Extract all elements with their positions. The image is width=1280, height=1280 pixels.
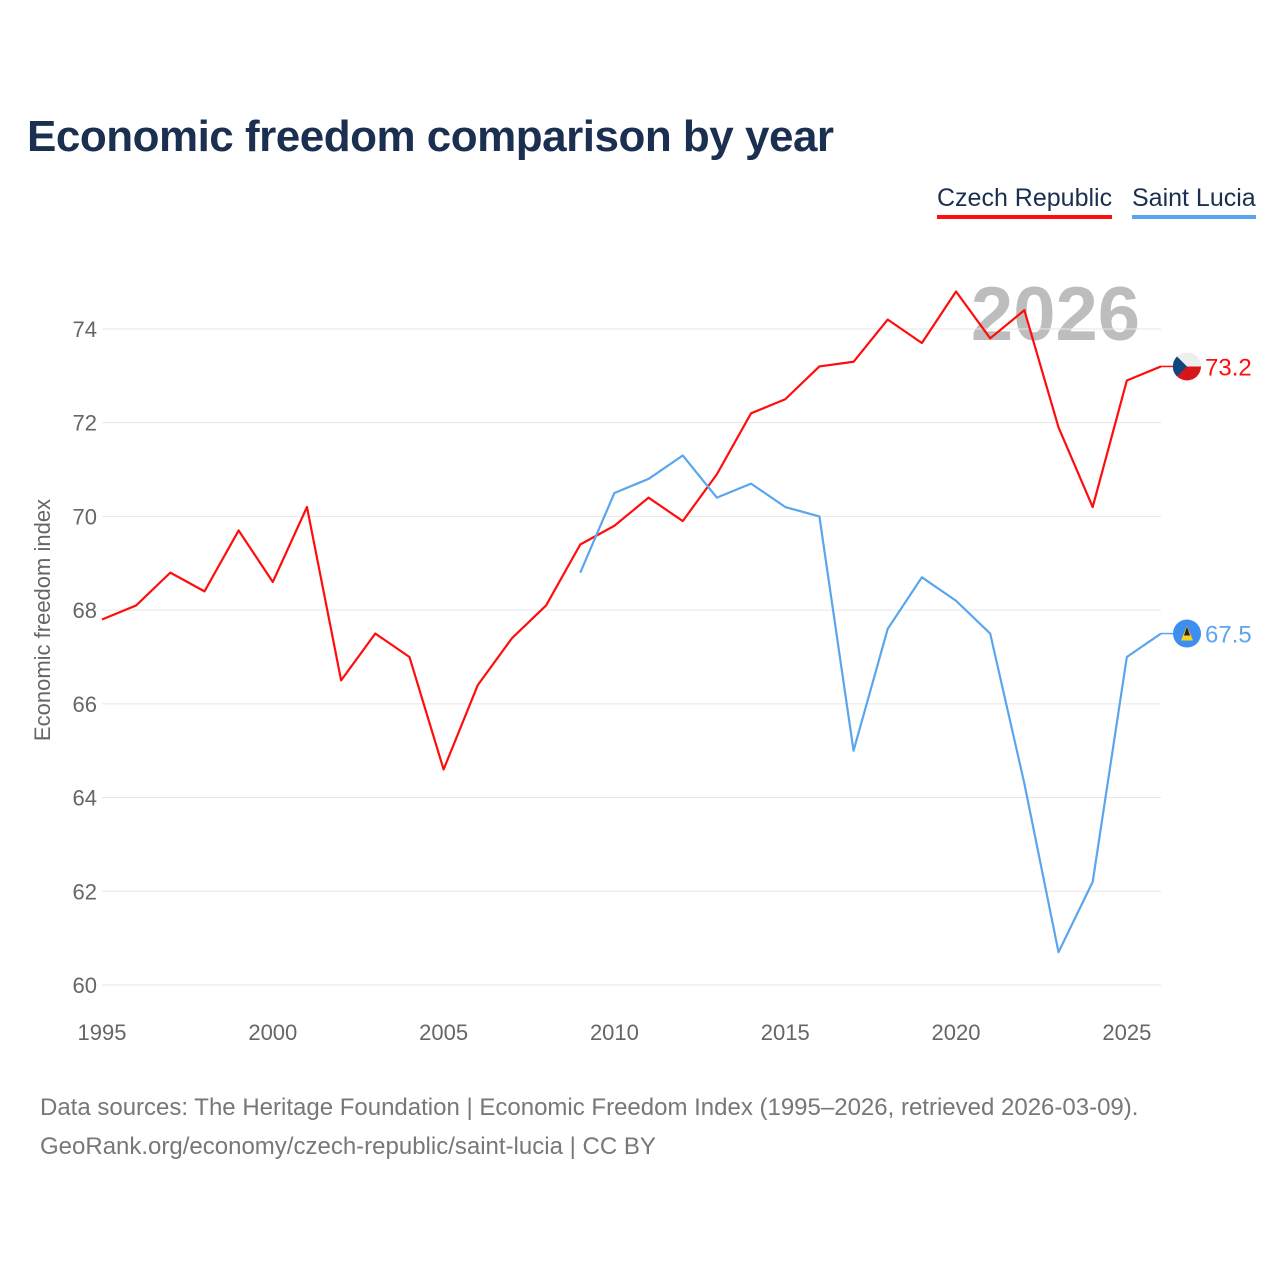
y-tick-label: 62 xyxy=(73,879,97,904)
legend-saint-lucia[interactable]: Saint Lucia xyxy=(1132,184,1256,219)
end-value-label: 67.5 xyxy=(1205,622,1252,649)
saint-lucia-flag-black xyxy=(1184,626,1190,636)
y-tick-label: 64 xyxy=(73,786,97,811)
data-source-text: Data sources: The Heritage Foundation | … xyxy=(40,1094,1139,1121)
legend-czech-republic[interactable]: Czech Republic xyxy=(937,184,1113,219)
y-axis-label: Economic freedom index xyxy=(30,499,55,741)
source-link[interactable]: GeoRank.org/economy/czech-republic/saint… xyxy=(40,1133,656,1160)
y-tick-label: 60 xyxy=(73,973,97,998)
end-value-label: 73.2 xyxy=(1205,354,1252,381)
y-tick-label: 70 xyxy=(73,504,97,529)
y-tick-label: 74 xyxy=(73,317,97,342)
y-tick-label: 68 xyxy=(73,598,97,623)
x-tick-label: 2000 xyxy=(248,1020,297,1045)
year-watermark: 2026 xyxy=(971,272,1140,357)
czech-flag-blue xyxy=(1172,356,1187,377)
x-tick-label: 1995 xyxy=(78,1020,127,1045)
x-tick-label: 2020 xyxy=(932,1020,981,1045)
x-tick-label: 2010 xyxy=(590,1020,639,1045)
series-line-saint-lucia xyxy=(579,454,1162,954)
footer: Data sources: The Heritage Foundation | … xyxy=(40,1088,1138,1166)
x-tick-label: 2015 xyxy=(761,1020,810,1045)
y-tick-label: 72 xyxy=(73,411,97,436)
series-line-czech-republic xyxy=(101,290,1162,771)
x-tick-label: 2005 xyxy=(419,1020,468,1045)
y-tick-label: 66 xyxy=(73,692,97,717)
chart-title: Economic freedom comparison by year xyxy=(27,112,834,161)
x-tick-label: 2025 xyxy=(1102,1020,1151,1045)
